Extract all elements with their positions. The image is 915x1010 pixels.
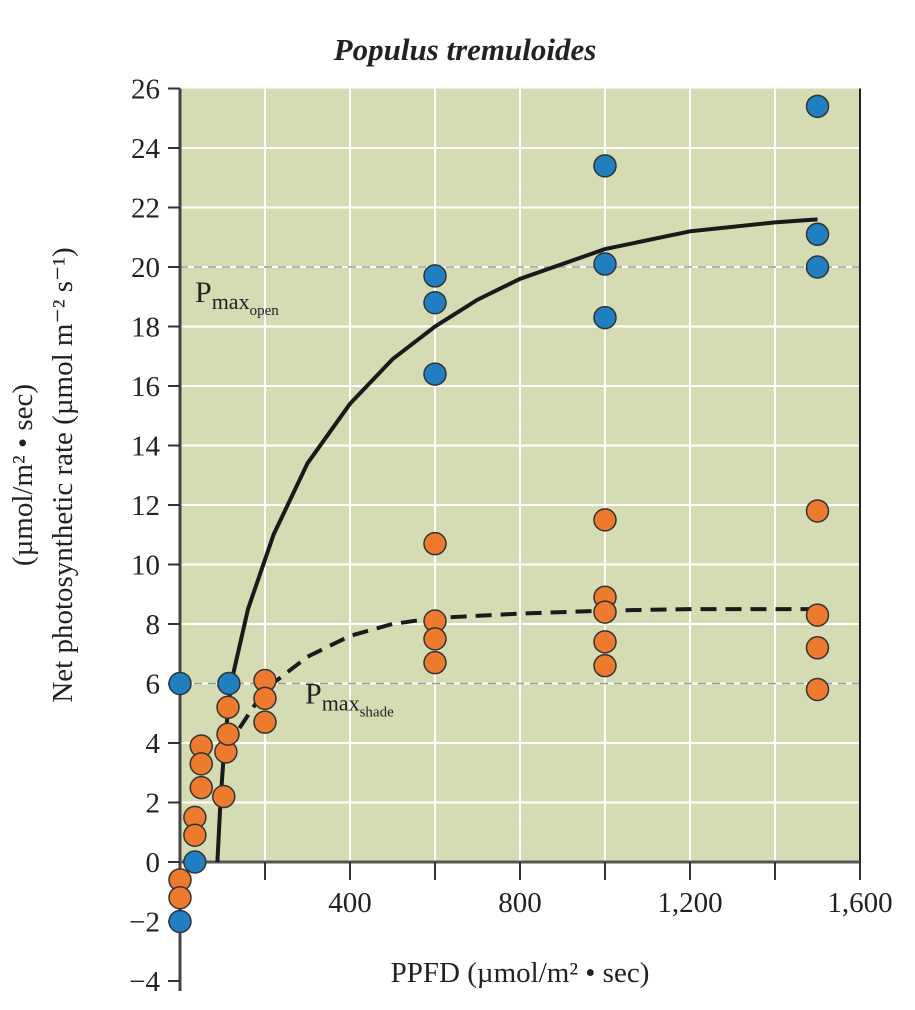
y-tick-label: 26: [131, 74, 160, 106]
open-point: [423, 362, 447, 386]
chart-title: Populus tremuloides: [333, 32, 597, 67]
open-point: [593, 154, 617, 178]
shade-point: [183, 823, 207, 847]
open-point: [183, 850, 207, 874]
y-tick-label: 4: [146, 728, 161, 760]
y-tick-label: 12: [131, 490, 160, 522]
open-point: [805, 255, 830, 279]
open-point: [423, 290, 447, 315]
x-tick-label: 1,600: [827, 887, 892, 919]
open-point: [168, 671, 192, 696]
open-point: [593, 252, 617, 276]
y-tick-label: 18: [131, 312, 160, 344]
shade-fit-curve: [237, 607, 818, 730]
y-tick-label: 22: [131, 193, 160, 225]
y-tick-label: −4: [129, 966, 160, 998]
x-axis-label: PPFD (µmol/m² • sec): [391, 957, 650, 989]
shade-point: [593, 600, 617, 624]
y-tick-label: −2: [129, 907, 160, 939]
shade-point: [212, 784, 236, 809]
open-point: [168, 909, 192, 934]
y-tick-label: 10: [131, 550, 160, 582]
y-tick-label: 8: [146, 609, 161, 641]
shade-point: [805, 677, 830, 702]
shade-point: [253, 686, 277, 711]
open-point: [217, 671, 241, 696]
y-tick-label: 0: [146, 847, 161, 879]
shade-point: [805, 636, 830, 660]
x-tick-label: 800: [498, 887, 542, 919]
pmax-open-label: Pmaxopen: [195, 276, 279, 319]
shade-point: [593, 630, 617, 654]
y-tick-label: 14: [131, 431, 161, 463]
y-tick-label: 2: [146, 788, 161, 820]
x-tick-label: 400: [328, 887, 372, 919]
y-axis-label-units: (µmol/m² • sec): [7, 384, 39, 566]
shade-point: [423, 531, 447, 556]
shade-point: [168, 885, 192, 910]
shade-point: [805, 603, 830, 627]
shade-point: [593, 653, 617, 678]
shade-point: [593, 508, 617, 532]
y-tick-label: 16: [131, 371, 160, 403]
shade-point: [189, 752, 213, 776]
open-point: [805, 222, 830, 247]
shade-point: [253, 710, 277, 734]
y-tick-label: 24: [131, 133, 161, 165]
pmax-shade-label: Pmaxshade: [305, 678, 394, 721]
y-axis-label: Net photosynthetic rate (µmol m⁻² s⁻¹): [47, 247, 79, 702]
y-tick-label: 6: [146, 669, 161, 701]
open-point: [423, 264, 447, 288]
shade-point: [216, 695, 240, 720]
shade-point: [189, 775, 213, 800]
open-point: [593, 305, 617, 330]
shade-point: [423, 627, 447, 651]
shade-point: [423, 650, 447, 675]
shade-point: [216, 722, 240, 746]
y-tick-label: 20: [131, 252, 160, 284]
x-tick-label: 1,200: [657, 887, 722, 919]
open-point: [805, 94, 830, 119]
shade-point: [805, 499, 830, 523]
